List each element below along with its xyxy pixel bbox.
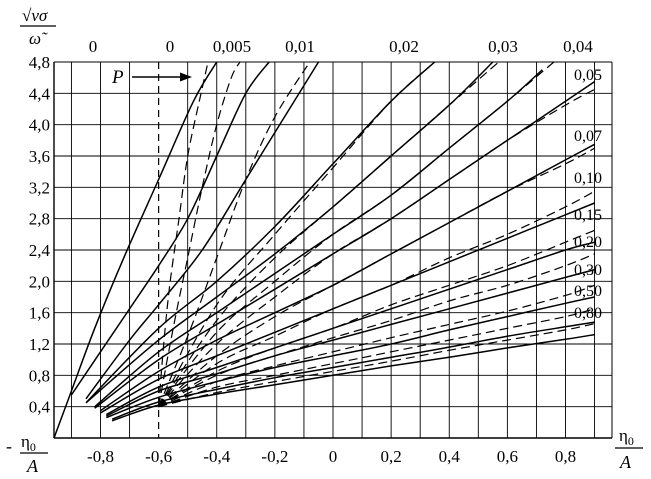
series-line-dashed xyxy=(158,147,595,408)
svg-text:η0: η0 xyxy=(619,426,634,448)
y-tick-label: 3,6 xyxy=(29,147,50,166)
series-line-solid xyxy=(105,268,595,417)
series-line-dashed xyxy=(158,61,241,407)
x-axis-title-left: - η0 A xyxy=(6,432,48,476)
x-tick-label: 0,2 xyxy=(381,447,402,466)
curves xyxy=(53,61,596,439)
series-line-dashed xyxy=(158,229,595,408)
y-axis-title: √νσ ω̃ xyxy=(20,6,56,48)
x-tick-label: -0,6 xyxy=(145,447,172,466)
x-tick-label: 0,6 xyxy=(497,447,518,466)
right-curve-label: 0,07 xyxy=(574,128,602,145)
svg-text:η0: η0 xyxy=(21,432,36,454)
top-curve-label: 0,01 xyxy=(285,37,315,56)
series-line-dashed xyxy=(158,308,595,408)
series-line-dashed xyxy=(158,284,595,408)
series-line-solid xyxy=(106,296,595,419)
series-line-solid xyxy=(85,61,436,404)
y-tick-label: 2,0 xyxy=(29,272,50,291)
x-tick-label: -0,8 xyxy=(87,447,114,466)
right-curve-label: 0,05 xyxy=(574,67,602,84)
x-tick-label: 0,8 xyxy=(555,447,576,466)
series-line-solid xyxy=(85,61,320,400)
y-tick-label: 4,4 xyxy=(29,84,51,103)
x-tick-label: -0,4 xyxy=(203,447,230,466)
top-curve-label: 0,03 xyxy=(488,37,518,56)
svg-text:A: A xyxy=(26,456,39,476)
top-curve-label: 0,04 xyxy=(563,37,593,56)
series-line-dashed xyxy=(158,61,311,407)
series-line-dashed xyxy=(158,61,436,407)
annotation-p: P xyxy=(111,67,192,88)
x-tick-label: 0,4 xyxy=(439,447,461,466)
series-line-dashed xyxy=(158,323,595,408)
top-curve-label: 0 xyxy=(89,37,98,56)
top-curve-label: 0 xyxy=(166,37,175,56)
y-tick-label: 2,8 xyxy=(29,210,50,229)
svg-text:ω̃: ω̃ xyxy=(29,29,48,48)
y-tick-label: 1,2 xyxy=(29,335,50,354)
series-line-dashed xyxy=(158,190,595,408)
x-tick-label: 0 xyxy=(329,447,338,466)
right-curve-label: 0,10 xyxy=(574,170,602,187)
y-tick-label: 1,6 xyxy=(29,304,50,323)
tick-labels: -0,8 -0,6 -0,4 -0,2 0 0,2 0,4 0,6 0,8 0,4 0,8 1,2 1,… xyxy=(29,53,576,466)
series-line-solid xyxy=(94,69,543,408)
series-line-solid xyxy=(53,61,218,439)
right-curve-label: 0,20 xyxy=(574,234,602,251)
right-curve-label: 0,80 xyxy=(574,305,602,322)
y-tick-label: 4,0 xyxy=(29,116,50,135)
x-tick-label: -0,2 xyxy=(261,447,288,466)
curve-labels: 0 0 0,005 0,01 0,02 0,03 0,04 0,05 0,07 0,10 0,15 0… xyxy=(89,37,602,322)
y-tick-label: 2,4 xyxy=(29,241,51,260)
y-tick-label: 0,4 xyxy=(29,398,51,417)
y-tick-label: 3,2 xyxy=(29,178,50,197)
series-line-solid xyxy=(111,321,595,420)
series-line-solid xyxy=(94,80,596,409)
series-line-solid xyxy=(70,61,270,396)
x-axis-title-right: η0 A xyxy=(615,426,643,472)
right-curve-label: 0,30 xyxy=(574,262,602,279)
y-tick-label: 0,8 xyxy=(29,366,50,385)
top-curve-label: 0,005 xyxy=(213,37,251,56)
series-line-dashed xyxy=(158,61,500,408)
top-curve-label: 0,02 xyxy=(389,37,419,56)
annotation-p-label: P xyxy=(111,67,124,88)
svg-text:-: - xyxy=(6,436,12,456)
series-line-solid xyxy=(105,241,595,416)
series-line-dashed xyxy=(158,61,555,408)
series-line-dashed xyxy=(158,253,595,408)
right-curve-label: 0,50 xyxy=(574,283,602,300)
svg-text:√νσ: √νσ xyxy=(22,6,48,25)
grid xyxy=(53,61,613,439)
y-tick-label: 4,8 xyxy=(29,53,50,72)
svg-text:A: A xyxy=(619,452,632,472)
right-curve-label: 0,15 xyxy=(574,207,602,224)
